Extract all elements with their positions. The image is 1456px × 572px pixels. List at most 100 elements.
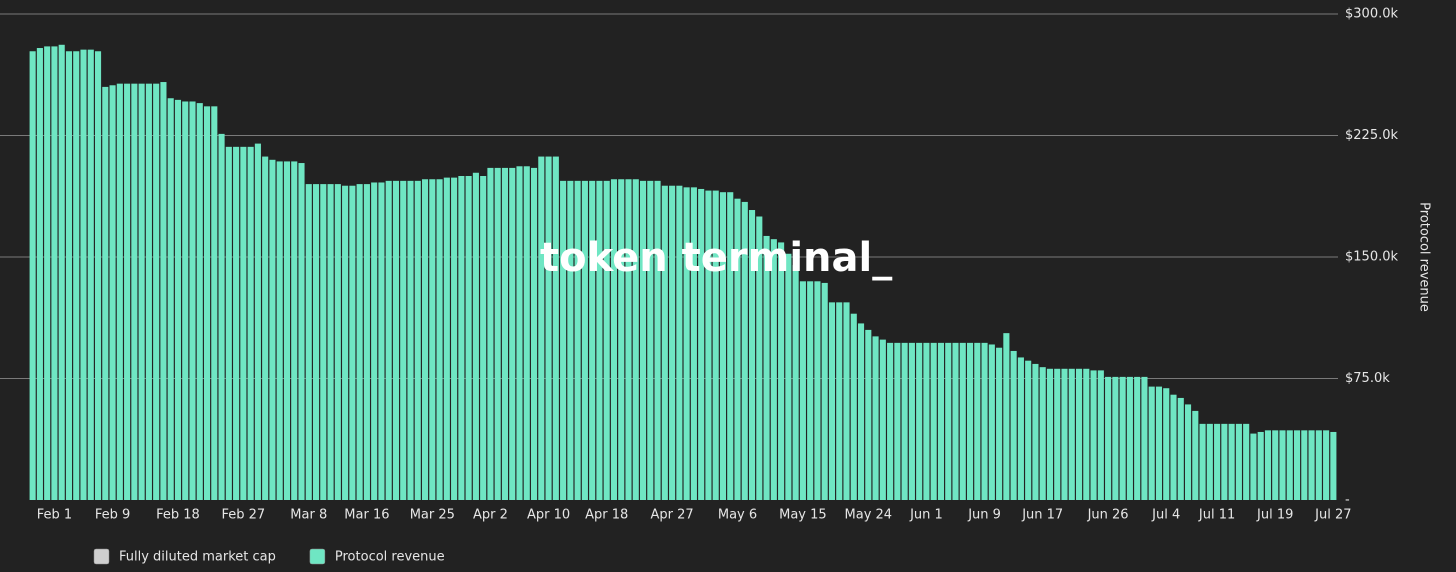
bar <box>589 180 596 501</box>
bar <box>102 86 109 501</box>
bar <box>509 167 516 500</box>
x-tick-label: Mar 16 <box>344 508 389 523</box>
bar <box>65 51 73 500</box>
x-tick-label: May 24 <box>845 508 893 523</box>
bar <box>1308 430 1315 500</box>
x-tick-label: Jun 26 <box>1087 508 1129 523</box>
bar <box>945 342 952 500</box>
bar <box>494 167 501 500</box>
bar <box>349 185 356 500</box>
bar <box>1054 368 1061 500</box>
bar <box>792 265 799 500</box>
bar <box>1155 386 1163 500</box>
bar <box>1177 397 1184 500</box>
bar <box>581 180 588 501</box>
bar <box>254 143 261 500</box>
bar <box>80 49 87 500</box>
bar <box>836 302 843 500</box>
bar <box>552 156 559 500</box>
bar <box>763 235 770 500</box>
bar <box>618 179 625 501</box>
bar <box>58 44 65 500</box>
x-tick-label: May 6 <box>718 508 757 523</box>
bar <box>487 167 494 500</box>
bar <box>894 342 901 500</box>
bar <box>807 281 814 500</box>
bar <box>225 146 232 500</box>
bar <box>814 281 821 500</box>
x-tick-label: Jul 27 <box>1314 508 1351 523</box>
bar <box>719 192 727 500</box>
bar <box>73 51 80 500</box>
x-tick-label: Jul 4 <box>1151 508 1180 523</box>
bar <box>865 329 872 500</box>
bar <box>1315 430 1322 500</box>
bar <box>676 185 683 500</box>
bar <box>465 176 472 500</box>
bar <box>923 342 930 500</box>
y-tick-label: - <box>1345 493 1350 508</box>
x-tick-label: Jun 1 <box>909 508 943 523</box>
x-tick-label: Apr 2 <box>473 508 508 523</box>
bar <box>298 163 305 501</box>
bar <box>1286 430 1293 500</box>
bar <box>1243 423 1250 500</box>
bar <box>603 180 610 501</box>
bar <box>1032 363 1039 500</box>
bar <box>1250 433 1257 500</box>
bar <box>850 313 857 500</box>
bar <box>1279 430 1286 500</box>
bar <box>712 190 719 500</box>
bar <box>1090 370 1097 500</box>
bar <box>1039 367 1046 500</box>
bar <box>407 180 414 501</box>
bar <box>451 177 458 500</box>
bar <box>327 184 334 500</box>
bar <box>131 83 138 500</box>
bar <box>1010 350 1017 500</box>
bar <box>654 180 661 501</box>
bar <box>785 253 792 500</box>
bar <box>1221 423 1228 500</box>
bar <box>501 167 509 500</box>
bar <box>1046 368 1054 500</box>
bar <box>196 103 203 500</box>
bar <box>160 82 167 500</box>
bar <box>1228 423 1235 500</box>
bar <box>770 239 777 500</box>
bar <box>371 182 378 501</box>
bar <box>981 342 988 500</box>
x-tick-label: Apr 18 <box>585 508 628 523</box>
bar <box>1119 376 1126 500</box>
y-tick-label: $300.0k <box>1345 7 1398 22</box>
bar <box>1017 357 1024 500</box>
bar <box>523 166 530 500</box>
bar <box>1068 368 1075 500</box>
bar <box>625 179 632 501</box>
bar <box>458 176 465 500</box>
bar <box>138 83 145 500</box>
y-tick-label: $150.0k <box>1345 250 1398 265</box>
x-tick-label: Mar 8 <box>290 508 327 523</box>
bar <box>1264 430 1272 500</box>
y-tick-label: $75.0k <box>1345 371 1390 386</box>
bar <box>283 161 291 501</box>
x-tick-label: Jun 9 <box>967 508 1001 523</box>
bar <box>153 83 160 500</box>
bar <box>124 83 131 500</box>
bar <box>966 342 974 500</box>
bar <box>545 156 552 500</box>
bar <box>1075 368 1083 500</box>
bar <box>974 342 981 500</box>
bar <box>472 172 479 500</box>
y-tick-label: $225.0k <box>1345 128 1398 143</box>
bar <box>1097 370 1104 500</box>
bar <box>421 179 429 501</box>
bar <box>443 177 450 500</box>
bar <box>1105 376 1112 500</box>
bar <box>748 210 756 500</box>
bar <box>334 184 341 500</box>
bar <box>400 180 407 501</box>
bar <box>1163 388 1170 500</box>
